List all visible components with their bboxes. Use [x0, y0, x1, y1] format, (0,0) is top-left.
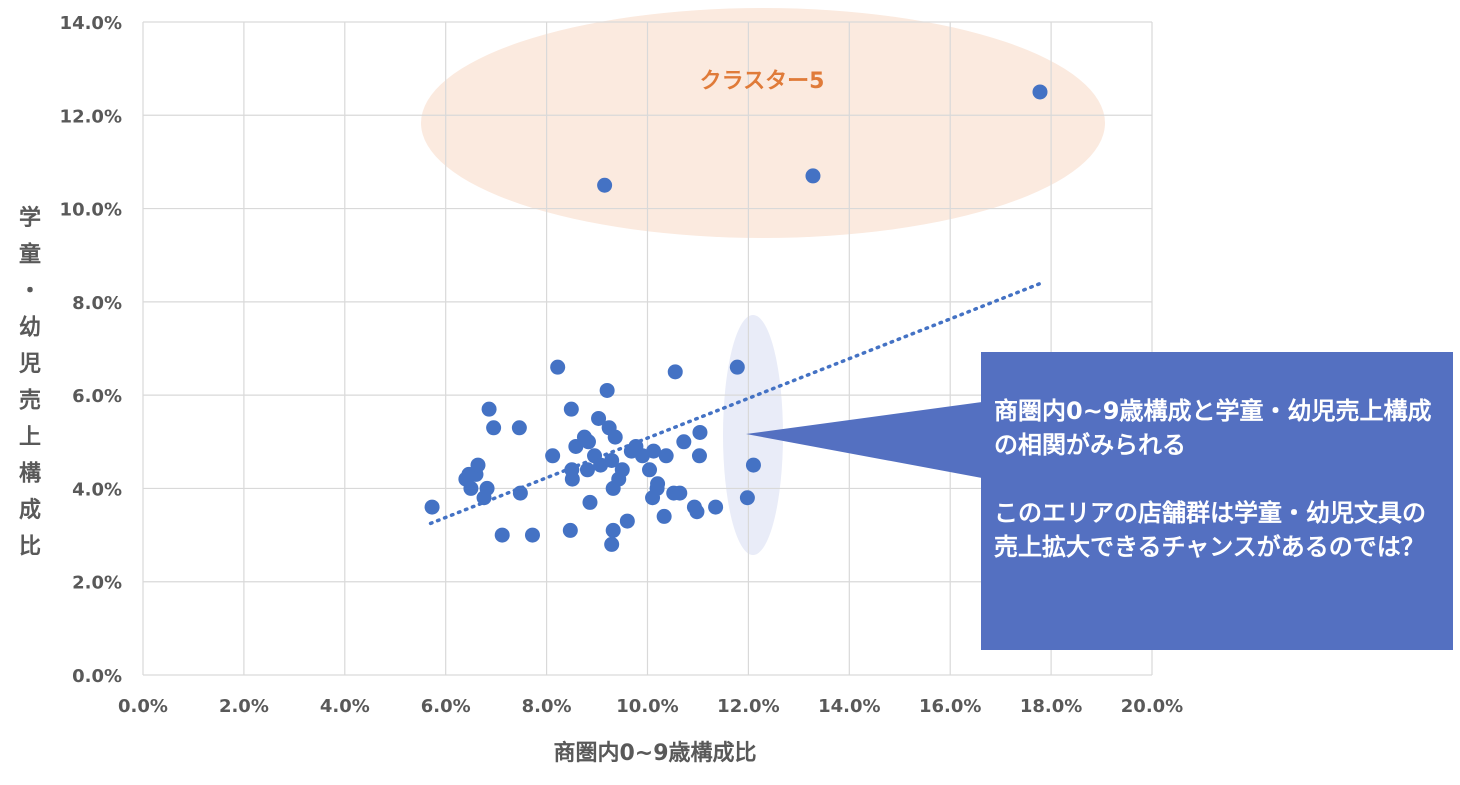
callout-line-2: このエリアの店舗群は学童・幼児文具の売上拡大できるチャンスがあるのでは？ [994, 499, 1426, 561]
data-point [580, 434, 596, 450]
grid [142, 21, 1153, 676]
y-tick-label: 4.0% [72, 479, 122, 500]
data-point [545, 448, 561, 464]
data-point [524, 527, 540, 543]
y-tick-label: 14.0% [60, 13, 122, 34]
callout-line-1: 商圏内0~9歳構成と学童・幼児売上構成の相関がみられる [994, 397, 1432, 459]
data-point [689, 504, 705, 520]
data-point [729, 359, 745, 375]
y-tick-label: 10.0% [60, 200, 122, 221]
data-points [424, 84, 1048, 552]
data-point [672, 485, 688, 501]
data-point [424, 499, 440, 515]
data-point [582, 494, 598, 510]
x-tick-label: 6.0% [421, 696, 471, 717]
data-point [1032, 84, 1048, 100]
data-point [479, 480, 495, 496]
y-tick-label: 2.0% [72, 573, 122, 594]
data-point [646, 443, 662, 459]
y-axis-title-char: 学 [19, 205, 41, 231]
data-point [667, 364, 683, 380]
data-point [512, 485, 528, 501]
cluster-label: クラスター5 [700, 69, 825, 94]
data-point [805, 168, 821, 184]
x-tick-label: 2.0% [219, 696, 269, 717]
data-point [591, 410, 607, 426]
y-tick-labels: 0.0% 2.0% 4.0% 6.0% 8.0% 10.0% 12.0% 14.0% [60, 13, 122, 687]
data-point [562, 522, 578, 538]
x-tick-label: 14.0% [818, 696, 880, 717]
data-point [656, 508, 672, 524]
y-axis-title-char: 上 [19, 425, 41, 450]
data-point [658, 448, 674, 464]
data-point [708, 499, 724, 515]
data-point [564, 471, 580, 487]
data-point [463, 480, 479, 496]
callout-pointer [746, 402, 982, 478]
y-axis-title-char: 幼 [19, 315, 41, 341]
data-point [550, 359, 566, 375]
data-point [745, 457, 761, 473]
y-axis-title-char: 児 [18, 352, 41, 377]
data-point [579, 462, 595, 478]
data-point [691, 448, 707, 464]
y-axis-title-char: 成 [19, 498, 41, 523]
data-point [604, 452, 620, 468]
x-tick-label: 16.0% [919, 696, 981, 717]
x-tick-label: 0.0% [118, 696, 168, 717]
data-point [599, 382, 615, 398]
data-point [494, 527, 510, 543]
y-axis-title-char: 売 [19, 388, 41, 414]
data-point [597, 177, 613, 193]
y-axis-title-char: 比 [19, 535, 41, 560]
data-point [605, 522, 621, 538]
x-tick-label: 10.0% [616, 696, 678, 717]
data-point [739, 490, 755, 506]
data-point [614, 462, 630, 478]
y-axis-title-char: 構 [19, 461, 41, 487]
data-point [563, 401, 579, 417]
y-tick-label: 8.0% [72, 293, 122, 314]
data-point [470, 457, 486, 473]
data-point [604, 536, 620, 552]
cluster-5-ellipse [421, 8, 1105, 238]
data-point [650, 476, 666, 492]
data-point [607, 429, 623, 445]
x-tick-label: 8.0% [522, 696, 572, 717]
callout-text: 商圏内0~9歳構成と学童・幼児売上構成の相関がみられる このエリアの店舗群は学童… [994, 394, 1444, 564]
x-tick-label: 4.0% [320, 696, 370, 717]
y-axis-title-char: ・ [19, 279, 41, 304]
x-tick-label: 12.0% [717, 696, 779, 717]
data-point [511, 420, 527, 436]
x-axis-title: 商圏内0~9歳構成比 [553, 740, 756, 766]
callout-box [981, 352, 1453, 650]
data-point [642, 462, 658, 478]
x-tick-label: 20.0% [1121, 696, 1183, 717]
x-tick-label: 18.0% [1020, 696, 1082, 717]
x-tick-labels: 0.0% 2.0% 4.0% 6.0% 8.0% 10.0% 12.0% 14.0% 16.0%… [118, 696, 1183, 717]
trendline [428, 281, 1043, 526]
y-tick-label: 12.0% [60, 106, 122, 127]
data-point [486, 420, 502, 436]
y-axis-title-char: 童 [19, 242, 41, 268]
y-tick-label: 0.0% [72, 666, 122, 687]
data-point [692, 424, 708, 440]
data-point [619, 513, 635, 529]
data-point [676, 434, 692, 450]
data-point [481, 401, 497, 417]
y-tick-label: 6.0% [72, 386, 122, 407]
